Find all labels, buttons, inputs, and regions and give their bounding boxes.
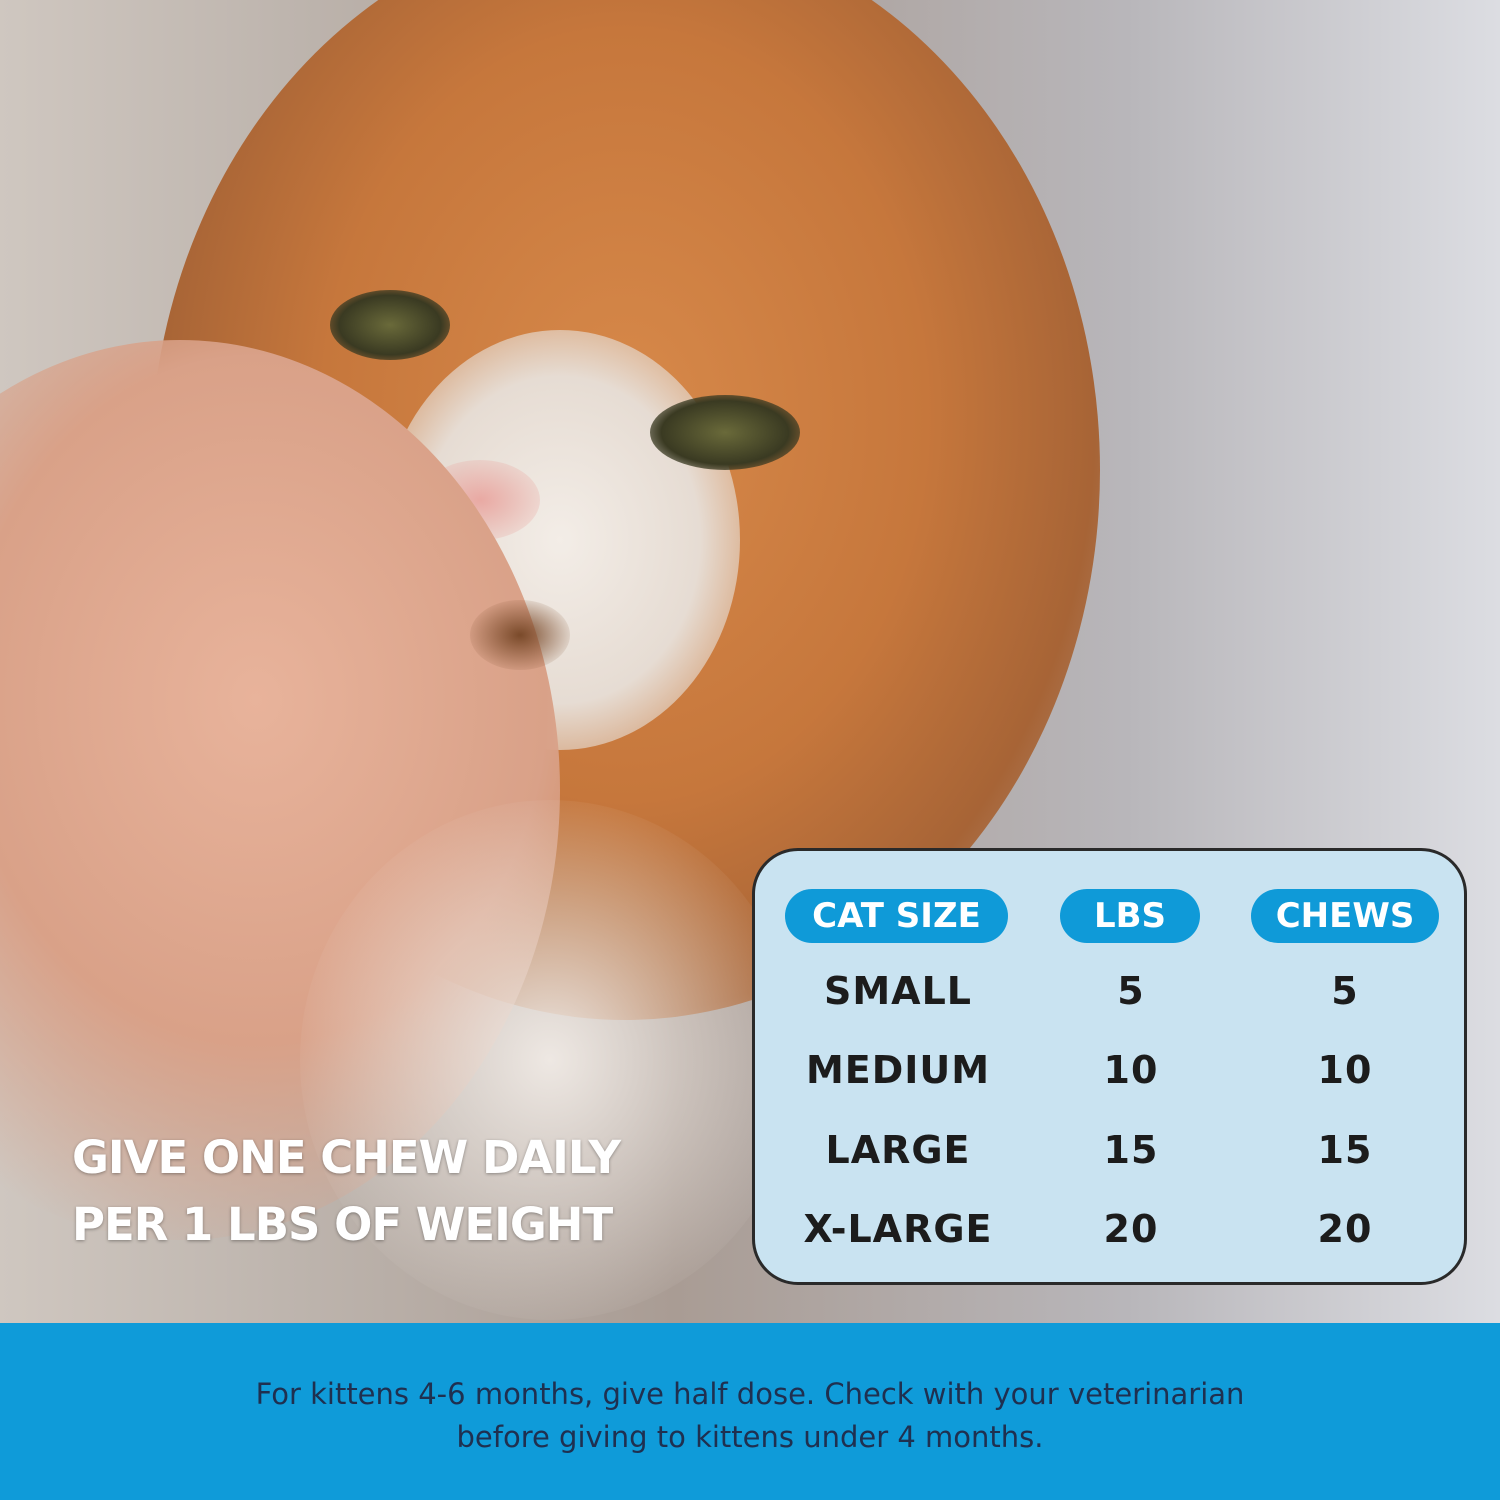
dosage-headline: GIVE ONE CHEW DAILY PER 1 LBS OF WEIGHT <box>72 1124 621 1258</box>
row-chews: 20 <box>1317 1207 1373 1251</box>
row-lbs: 15 <box>1103 1128 1159 1172</box>
row-lbs: 20 <box>1103 1207 1159 1251</box>
header-cat-size: CAT SIZE <box>785 889 1008 943</box>
row-size: SMALL <box>823 969 973 1013</box>
footer-band: For kittens 4-6 months, give half dose. … <box>0 1323 1500 1500</box>
row-size: LARGE <box>825 1128 971 1172</box>
dosage-table: CAT SIZE LBS CHEWS SMALL 5 5 MEDIUM 10 1… <box>752 848 1467 1285</box>
row-lbs: 5 <box>1117 969 1145 1013</box>
kitten-note: For kittens 4-6 months, give half dose. … <box>0 1373 1500 1459</box>
row-chews: 10 <box>1317 1048 1373 1092</box>
row-chews: 15 <box>1317 1128 1373 1172</box>
headline-line-1: GIVE ONE CHEW DAILY <box>72 1131 621 1184</box>
row-lbs: 10 <box>1103 1048 1159 1092</box>
header-lbs: LBS <box>1060 889 1200 943</box>
note-line-1: For kittens 4-6 months, give half dose. … <box>255 1377 1245 1411</box>
note-line-2: before giving to kittens under 4 months. <box>456 1420 1044 1454</box>
row-chews: 5 <box>1331 969 1359 1013</box>
headline-line-2: PER 1 LBS OF WEIGHT <box>72 1198 613 1251</box>
row-size: MEDIUM <box>805 1048 991 1092</box>
cat-photo <box>0 0 1500 1323</box>
row-size: X-LARGE <box>803 1207 993 1251</box>
header-chews: CHEWS <box>1251 889 1439 943</box>
